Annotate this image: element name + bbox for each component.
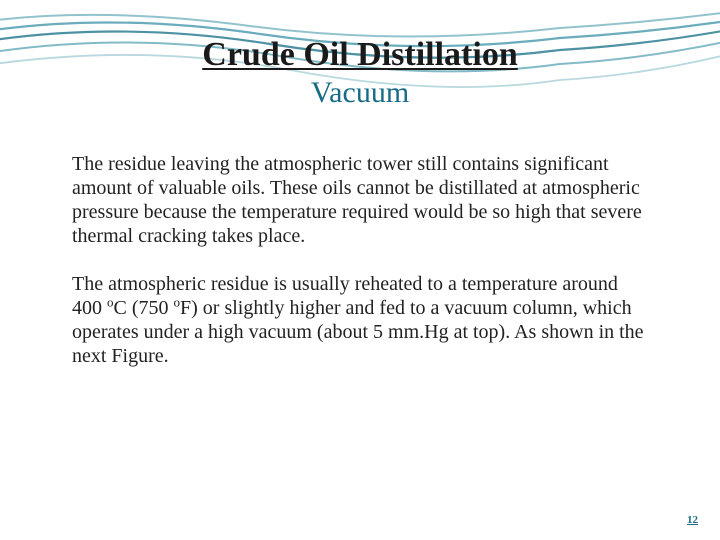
slide-content: Crude Oil Distillation Vacuum The residu… bbox=[0, 0, 720, 368]
paragraph-2: The atmospheric residue is usually rehea… bbox=[72, 272, 648, 368]
slide-title: Crude Oil Distillation bbox=[72, 36, 648, 74]
slide-subtitle: Vacuum bbox=[72, 76, 648, 110]
page-number: 12 bbox=[687, 514, 698, 526]
p2-part-mid1: C (750 bbox=[114, 297, 174, 319]
paragraph-1: The residue leaving the atmospheric towe… bbox=[72, 152, 648, 248]
